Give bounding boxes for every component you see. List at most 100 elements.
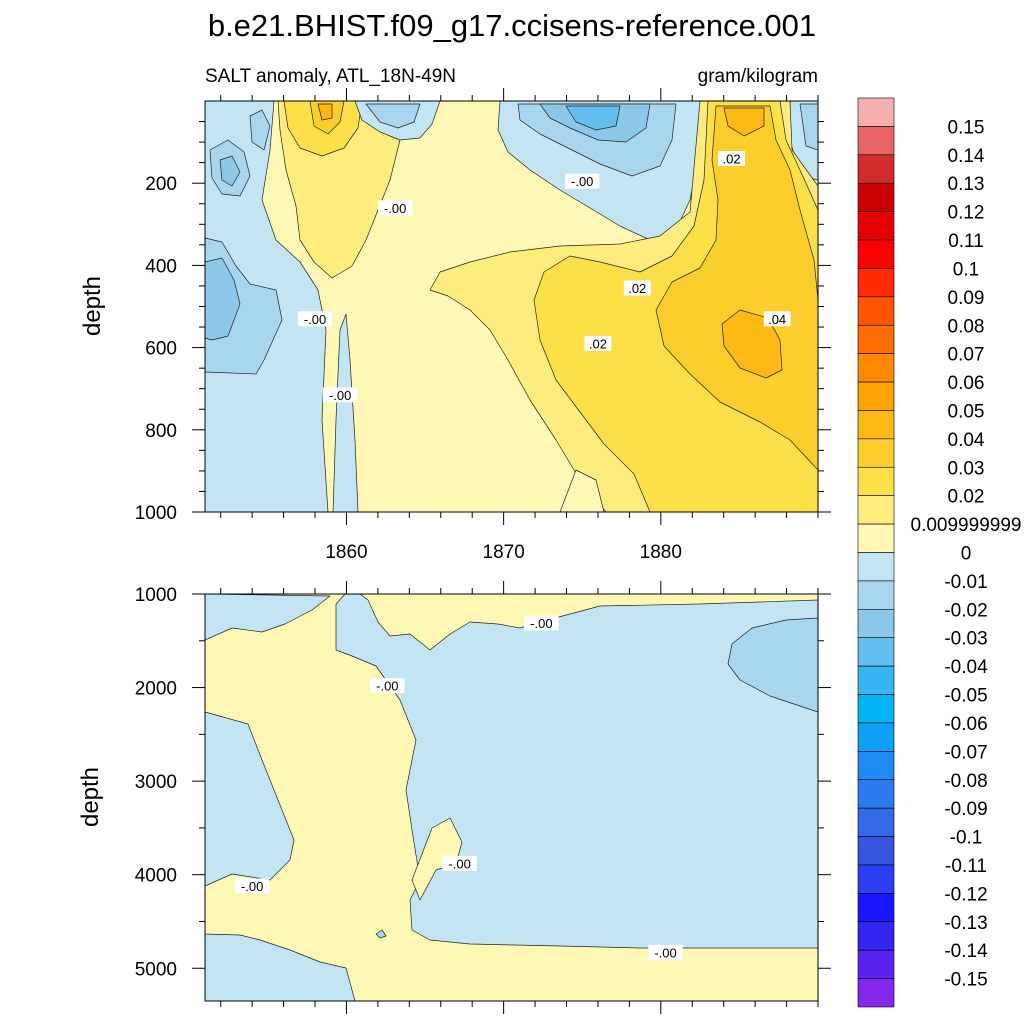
y-tick-label: 400: [145, 256, 177, 277]
colorbar-swatch: [857, 495, 895, 525]
colorbar-swatch: [857, 807, 895, 837]
lower-east-negative-core: [727, 617, 818, 713]
lower-positive-region-top: [205, 594, 818, 1001]
contour-label: .02: [718, 151, 745, 167]
colorbar-label: -0.02: [944, 600, 987, 621]
contour-label-text: -.00: [571, 174, 593, 189]
contour-label-text: .02: [589, 336, 607, 351]
colorbar-swatch: [857, 694, 895, 724]
contour-label-text: -.00: [304, 312, 326, 327]
contour-label: .02: [623, 280, 651, 296]
lower-small-feature: [375, 929, 387, 939]
contour-label-text: -.00: [329, 388, 351, 403]
upper-surface-negative-east-2: [799, 103, 818, 151]
colorbar-label: -0.12: [944, 884, 987, 905]
x-tick-label: 1870: [483, 542, 525, 563]
colorbar-label: -0.13: [944, 913, 987, 934]
contour-label: -.00: [524, 615, 559, 631]
upper-surface-negative-patch-b: [219, 155, 241, 187]
colorbar-label: -0.08: [944, 771, 987, 792]
contour-label: -.00: [565, 173, 600, 189]
y-tick-label: 200: [145, 174, 177, 195]
contour-label-text: .02: [628, 281, 646, 296]
y-tick-label: 800: [145, 421, 177, 442]
colorbar-swatch: [857, 296, 895, 326]
contour-label-bg: [718, 151, 745, 167]
upper-surface-negative-patch-c: [249, 109, 271, 151]
lower-ylabel: depth: [77, 767, 104, 827]
contour-label: .04: [763, 311, 791, 327]
contour-label-bg: [322, 387, 358, 403]
contour-label: -.00: [648, 944, 683, 960]
colorbar-swatch: [857, 211, 895, 241]
colorbar-swatch: [857, 239, 895, 269]
contour-label: -.00: [297, 311, 333, 327]
contour-label-text: -.00: [376, 679, 398, 694]
y-tick-label: 5000: [135, 959, 177, 980]
colorbar-label: 0.12: [948, 203, 985, 224]
colorbar-swatch: [857, 381, 895, 411]
colorbar-label: 0.13: [948, 174, 985, 195]
colorbar-label: 0.09: [948, 288, 985, 309]
contour-label-text: .02: [723, 152, 741, 167]
colorbar-label: 0.009999999: [911, 515, 1022, 536]
contour-label-bg: [763, 311, 791, 327]
contour-label-bg: [623, 280, 651, 296]
colorbar-swatch: [857, 921, 895, 951]
colorbar-label: 0.08: [948, 316, 985, 337]
contour-label: -.00: [370, 678, 405, 694]
colorbar-swatch: [857, 182, 895, 212]
colorbar-swatch: [857, 268, 895, 298]
contour-label: -.00: [234, 878, 270, 894]
y-tick-label: 4000: [135, 866, 177, 887]
colorbar-swatch: [857, 836, 895, 866]
colorbar-label: -0.03: [944, 629, 987, 650]
lower-panel-frame: [204, 593, 819, 1002]
upper-ticks: 1860 1870 1880 200 400 600 800 1000: [135, 88, 831, 563]
contour-label: .02: [584, 335, 612, 351]
upper-surface-negative-center-core: [365, 103, 421, 129]
colorbar-swatch: [857, 978, 895, 1008]
colorbar-swatch: [857, 324, 895, 354]
colorbar-swatch: [857, 609, 895, 639]
colorbar-label: 0.11: [948, 231, 984, 252]
contour-label: -.00: [322, 387, 358, 403]
contour-label-text: -.00: [384, 201, 406, 216]
contour-label-bg: [370, 678, 405, 694]
subtitle-left: SALT anomaly, ATL_18N-49N: [205, 66, 456, 87]
upper-narrow-negative-strip: [332, 313, 359, 512]
colorbar-label: 0.02: [948, 487, 985, 508]
upper-surface-negative-right-4: [565, 105, 621, 131]
upper-ylabel: depth: [79, 276, 106, 336]
upper-salty-surface-core: [723, 107, 765, 137]
upper-west-core-negative: [205, 257, 241, 341]
colorbar-label: 0.06: [948, 373, 985, 394]
colorbar-swatch: [857, 722, 895, 752]
upper-salty-body-core: [655, 105, 818, 471]
colorbar-label: 0: [961, 544, 972, 565]
contour-label-bg: [524, 615, 559, 631]
y-tick-label: 1000: [135, 503, 177, 524]
colorbar-swatch: [857, 438, 895, 468]
colorbar-swatch: [857, 949, 895, 979]
upper-contour-labels: -.00 -.00 .02 .02 .02 .04 -.00 -.00: [297, 151, 791, 403]
y-tick-label: 2000: [135, 679, 177, 700]
colorbar-swatch: [857, 523, 895, 553]
x-tick-label: 1880: [640, 542, 682, 563]
colorbar-swatch: [857, 353, 895, 383]
colorbar-swatch: [857, 751, 895, 781]
colorbar-label: -0.01: [944, 572, 987, 593]
x-tick-label: 1860: [325, 542, 367, 563]
subtitle-right: gram/kilogram: [698, 66, 818, 87]
colorbar-label: 0.1: [953, 259, 979, 280]
contour-label-bg: [442, 855, 477, 871]
colorbar-label: 0.07: [948, 345, 985, 366]
colorbar-label: 0.05: [948, 401, 985, 422]
colorbar-swatch: [857, 154, 895, 184]
y-tick-label: 3000: [135, 772, 177, 793]
contour-label-bg: [584, 335, 612, 351]
colorbar-label: 0.03: [948, 458, 985, 479]
colorbar-label: -0.09: [944, 799, 987, 820]
